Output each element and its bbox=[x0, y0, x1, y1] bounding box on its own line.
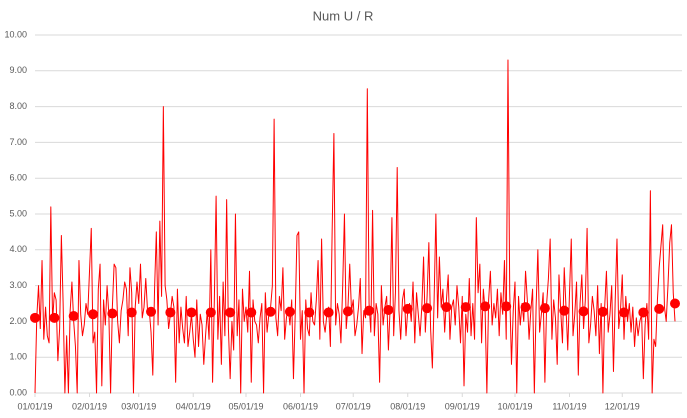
marker bbox=[205, 307, 216, 318]
marker bbox=[49, 312, 60, 323]
y-tick-label: 3.00 bbox=[9, 280, 27, 290]
x-tick-label: 11/01/19 bbox=[552, 401, 586, 411]
y-tick-label: 9.00 bbox=[9, 65, 27, 75]
marker bbox=[520, 302, 531, 313]
marker bbox=[88, 309, 99, 320]
y-tick-label: 7.00 bbox=[9, 137, 27, 147]
y-tick-label: 2.00 bbox=[9, 316, 27, 326]
y-tick-label: 10.00 bbox=[4, 29, 27, 39]
marker bbox=[246, 307, 257, 318]
x-tick-label: 07/01/19 bbox=[336, 401, 371, 411]
marker bbox=[225, 307, 236, 318]
marker bbox=[265, 306, 276, 317]
marker bbox=[422, 303, 433, 314]
x-tick-label: 06/01/19 bbox=[283, 401, 318, 411]
marker bbox=[165, 307, 176, 318]
x-tick-label: 04/01/19 bbox=[176, 401, 211, 411]
marker bbox=[186, 307, 197, 318]
y-tick-label: 4.00 bbox=[9, 244, 27, 254]
marker bbox=[30, 312, 40, 323]
marker bbox=[107, 308, 118, 319]
marker bbox=[364, 305, 375, 316]
marker bbox=[126, 307, 137, 318]
y-tick-label: 5.00 bbox=[9, 208, 27, 218]
marker bbox=[323, 307, 334, 318]
chart-title: Num U / R bbox=[313, 8, 374, 23]
x-tick-label: 01/01/19 bbox=[17, 401, 52, 411]
x-tick-label: 08/01/19 bbox=[390, 401, 425, 411]
y-tick-label: 8.00 bbox=[9, 101, 27, 111]
marker bbox=[146, 306, 157, 317]
x-tick-label: 05/01/19 bbox=[228, 401, 263, 411]
marker bbox=[304, 307, 315, 318]
marker bbox=[68, 311, 79, 322]
y-tick-label: 6.00 bbox=[9, 173, 27, 183]
marker bbox=[670, 298, 680, 309]
marker bbox=[654, 303, 665, 314]
x-tick-label: 03/01/19 bbox=[121, 401, 156, 411]
x-tick-label: 12/01/19 bbox=[605, 401, 640, 411]
marker bbox=[559, 305, 570, 316]
line bbox=[34, 59, 676, 394]
marker bbox=[284, 306, 295, 317]
x-tick-label: 02/01/19 bbox=[72, 401, 107, 411]
y-tick-label: 0.00 bbox=[9, 387, 27, 397]
marker bbox=[539, 303, 550, 314]
x-tick-label: 10/01/19 bbox=[497, 401, 532, 411]
marker bbox=[441, 302, 452, 313]
marker bbox=[619, 307, 630, 318]
marker bbox=[460, 302, 471, 313]
marker bbox=[578, 306, 589, 317]
y-tick-label: 1.00 bbox=[9, 352, 27, 362]
marker bbox=[383, 304, 394, 315]
x-tick-label: 09/01/19 bbox=[445, 401, 480, 411]
marker bbox=[402, 303, 413, 314]
marker bbox=[597, 306, 608, 317]
marker bbox=[342, 306, 353, 317]
marker bbox=[501, 301, 512, 312]
marker bbox=[638, 307, 649, 318]
marker bbox=[480, 301, 491, 312]
